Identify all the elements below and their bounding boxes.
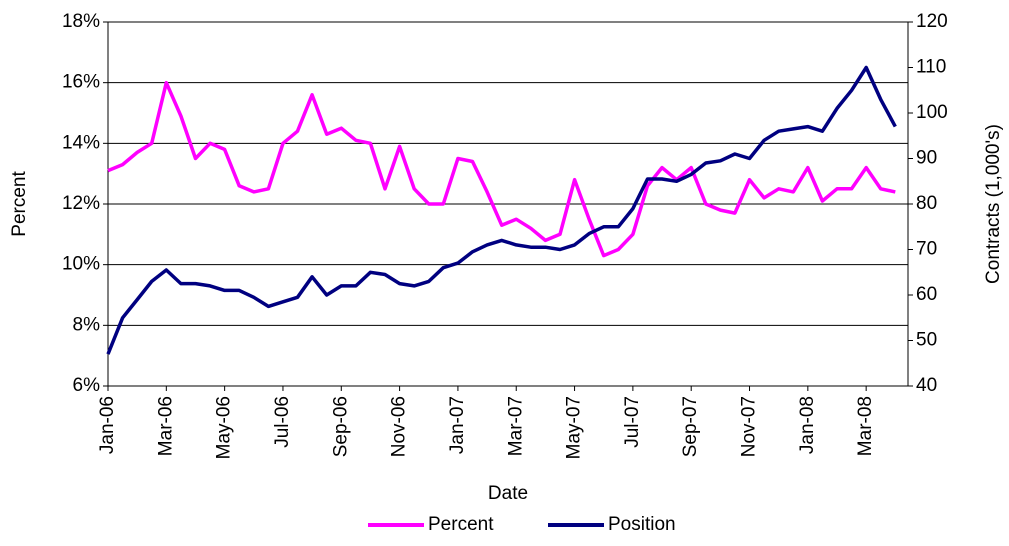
x-tick-label: Sep-06 bbox=[330, 396, 351, 457]
x-tick-label: Jan-06 bbox=[97, 396, 118, 454]
x-tick-label: Nov-07 bbox=[739, 396, 760, 457]
y2-tick-label: 70 bbox=[916, 239, 937, 260]
x-tick-label: Sep-07 bbox=[680, 396, 701, 457]
legend-label: Position bbox=[608, 514, 676, 535]
y2-tick-label: 100 bbox=[916, 102, 948, 123]
y2-tick-label: 50 bbox=[916, 330, 937, 351]
y-tick-label: 10% bbox=[62, 254, 100, 275]
y2-tick-label: 80 bbox=[916, 193, 937, 214]
x-axis-title: Date bbox=[488, 483, 528, 504]
data-line bbox=[106, 65, 897, 355]
legend-label: Percent bbox=[428, 514, 494, 535]
y-tick-label: 16% bbox=[62, 72, 100, 93]
x-tick-label: Jan-08 bbox=[797, 396, 818, 454]
x-tick-label: Nov-06 bbox=[389, 396, 410, 457]
y2-tick-label: 120 bbox=[916, 11, 948, 32]
x-tick-label: Mar-07 bbox=[505, 396, 526, 456]
x-tick-label: Jan-07 bbox=[447, 396, 468, 454]
y-axis-title: Percent bbox=[9, 171, 30, 237]
data-line bbox=[107, 80, 896, 258]
x-tick-label: Mar-06 bbox=[155, 396, 176, 456]
y-tick-label: 12% bbox=[62, 193, 100, 214]
y2-tick-label: 60 bbox=[916, 284, 937, 305]
y-tick-label: 6% bbox=[73, 375, 101, 396]
y-tick-label: 8% bbox=[73, 314, 101, 335]
y2-tick-label: 90 bbox=[916, 148, 937, 169]
y2-tick-label: 110 bbox=[916, 57, 946, 78]
x-tick-label: Jul-06 bbox=[272, 396, 293, 448]
y-tick-label: 18% bbox=[62, 11, 100, 32]
x-tick-label: Mar-08 bbox=[855, 396, 876, 456]
x-tick-label: May-07 bbox=[564, 396, 585, 459]
y-tick-label: 14% bbox=[62, 132, 100, 153]
x-tick-label: May-06 bbox=[214, 396, 235, 459]
y2-axis-title: Contracts (1,000's) bbox=[983, 124, 1004, 284]
y2-tick-label: 40 bbox=[916, 375, 937, 396]
x-tick-label: Jul-07 bbox=[622, 396, 643, 448]
